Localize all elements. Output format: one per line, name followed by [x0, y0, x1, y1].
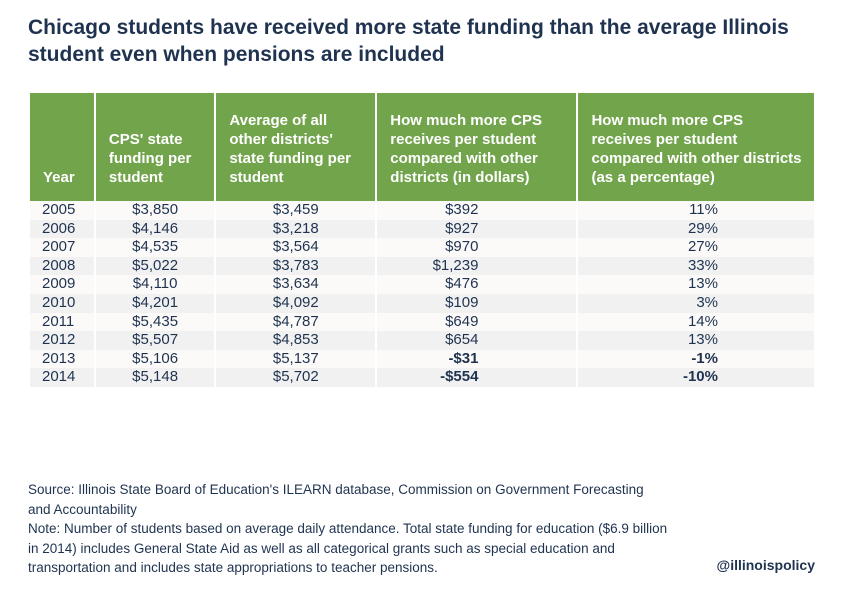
table-cell: -$554	[377, 368, 577, 387]
table-cell: -10%	[578, 368, 814, 387]
table-cell: -1%	[578, 349, 814, 369]
table-cell: $3,564	[216, 238, 376, 257]
table-cell: $5,702	[216, 368, 376, 387]
twitter-handle: @illinoispolicy	[716, 557, 815, 573]
table-cell: 27%	[578, 238, 814, 257]
table-cell: 2005	[30, 201, 94, 220]
column-header: How much more CPS receives per student c…	[377, 93, 577, 201]
table-row: 2014 $5,148 $5,702 -$554 -10%	[30, 368, 814, 387]
table-cell: $4,146	[95, 219, 215, 239]
table-cell: 11%	[578, 201, 814, 220]
table-cell: 2008	[30, 256, 94, 276]
table-cell: $109	[377, 293, 577, 313]
table-cell: 2011	[30, 312, 94, 332]
footer: Source: Illinois State Board of Educatio…	[28, 480, 668, 578]
table-cell: 3%	[578, 293, 814, 313]
page-title: Chicago students have received more stat…	[28, 16, 789, 66]
table-cell: $4,853	[216, 331, 376, 350]
table-row: 2008 $5,022 $3,783 $1,239 33%	[30, 256, 814, 276]
table-cell: -$31	[377, 349, 577, 369]
table-row: 2011 $5,435 $4,787 $649 14%	[30, 312, 814, 332]
table-cell: $5,137	[216, 349, 376, 369]
table-cell: $3,850	[95, 201, 215, 220]
table-row: 2010 $4,201 $4,092 $109 3%	[30, 293, 814, 313]
table-cell: $649	[377, 312, 577, 332]
table-row: 2007 $4,535 $3,564 $970 27%	[30, 238, 814, 257]
table-row: 2005 $3,850 $3,459 $392 11%	[30, 201, 814, 220]
table-row: 2012 $5,507 $4,853 $654 13%	[30, 331, 814, 350]
table-cell: $4,110	[95, 275, 215, 294]
column-header: CPS' state funding per student	[95, 93, 215, 201]
table-row: 2013 $5,106 $5,137 -$31 -1%	[30, 349, 814, 369]
table-cell: $5,022	[95, 256, 215, 276]
source-note: Source: Illinois State Board of Educatio…	[28, 482, 644, 517]
method-note: Note: Number of students based on averag…	[28, 521, 668, 575]
table-cell: $5,507	[95, 331, 215, 350]
table-cell: 2009	[30, 275, 94, 294]
table-cell: $3,634	[216, 275, 376, 294]
table-cell: $4,092	[216, 293, 376, 313]
table-cell: 2013	[30, 349, 94, 369]
table-cell: $970	[377, 238, 577, 257]
table-cell: $4,787	[216, 312, 376, 332]
table-cell: $3,459	[216, 201, 376, 220]
funding-table: Year CPS' state funding per student Averag…	[28, 93, 816, 387]
table-cell: $5,148	[95, 368, 215, 387]
table-cell: 29%	[578, 219, 814, 239]
table-cell: 13%	[578, 331, 814, 350]
table-cell: $5,435	[95, 312, 215, 332]
table-cell: 2007	[30, 238, 94, 257]
table-cell: $476	[377, 275, 577, 294]
table-cell: $3,783	[216, 256, 376, 276]
table-cell: $4,535	[95, 238, 215, 257]
table-cell: $3,218	[216, 219, 376, 239]
table-cell: 13%	[578, 275, 814, 294]
column-header: Average of all other districts' state fu…	[216, 93, 376, 201]
column-header: Year	[30, 93, 94, 201]
table-cell: $5,106	[95, 349, 215, 369]
table-cell: $1,239	[377, 256, 577, 276]
column-header: How much more CPS receives per student c…	[578, 93, 814, 201]
header-row: Year CPS' state funding per student Averag…	[30, 93, 814, 201]
table-row: 2009 $4,110 $3,634 $476 13%	[30, 275, 814, 294]
table-cell: 2014	[30, 368, 94, 387]
table-row: 2006 $4,146 $3,218 $927 29%	[30, 219, 814, 239]
table-cell: $654	[377, 331, 577, 350]
table-cell: 2010	[30, 293, 94, 313]
table-cell: 33%	[578, 256, 814, 276]
table-cell: $927	[377, 219, 577, 239]
table-cell: 14%	[578, 312, 814, 332]
table-cell: 2012	[30, 331, 94, 350]
table-cell: $392	[377, 201, 577, 220]
table-cell: $4,201	[95, 293, 215, 313]
table-cell: 2006	[30, 219, 94, 239]
